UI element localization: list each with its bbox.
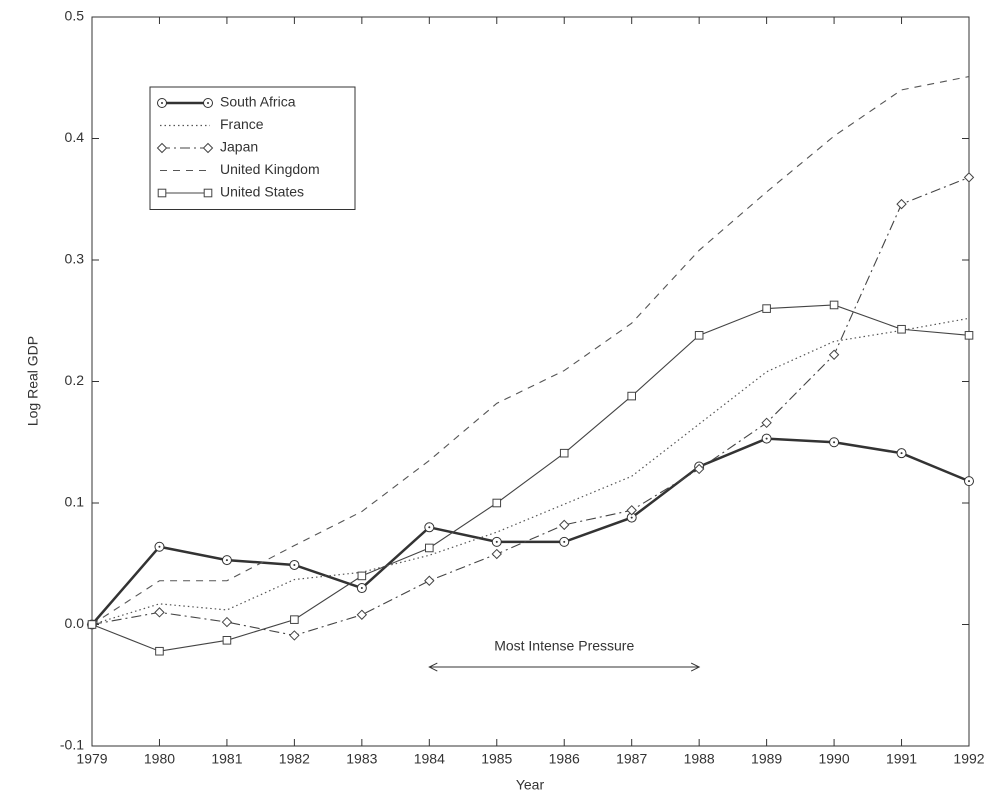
legend-label: France	[220, 116, 264, 132]
y-tick-label: 0.1	[65, 494, 85, 510]
marker	[559, 519, 570, 531]
marker-dot	[765, 437, 768, 440]
legend-label: United States	[220, 184, 304, 200]
marker-dot	[428, 526, 431, 529]
marker-dot	[563, 540, 566, 543]
marker	[896, 198, 907, 210]
x-tick-label: 1989	[751, 751, 782, 767]
marker	[492, 498, 502, 508]
legend-marker	[203, 188, 213, 198]
marker	[626, 505, 637, 516]
marker-dot	[293, 563, 296, 566]
x-tick-label: 1982	[279, 751, 310, 767]
legend-label: United Kingdom	[220, 161, 320, 177]
marker	[964, 331, 974, 340]
y-tick-label: 0.2	[65, 372, 85, 388]
x-tick-label: 1987	[616, 751, 647, 767]
x-tick-label: 1979	[76, 751, 107, 767]
marker	[761, 417, 772, 429]
x-tick-label: 1986	[549, 751, 580, 767]
marker-dot	[495, 540, 498, 543]
legend-label: Japan	[220, 139, 258, 155]
x-tick-label: 1991	[886, 751, 917, 767]
y-tick-label: 0.4	[65, 129, 85, 145]
arrow-head	[428, 662, 438, 672]
marker-dot	[225, 559, 228, 562]
legend-marker	[156, 142, 168, 154]
marker	[828, 349, 840, 360]
series-line	[91, 304, 970, 652]
marker	[356, 609, 368, 620]
marker	[963, 172, 975, 183]
series-line	[91, 437, 970, 626]
y-tick-label: 0.3	[65, 251, 85, 267]
marker-dot	[158, 545, 161, 548]
marker	[829, 300, 839, 310]
annotation-text: Most Intense Pressure	[494, 638, 634, 654]
marker	[627, 391, 636, 401]
x-tick-label: 1984	[414, 751, 445, 767]
marker	[694, 331, 704, 340]
marker	[424, 575, 435, 586]
x-axis-label: Year	[516, 777, 545, 793]
marker-dot	[360, 587, 363, 590]
y-axis-label: Log Real GDP	[25, 336, 41, 426]
arrow-head	[690, 662, 701, 672]
marker-dot	[968, 480, 970, 483]
x-tick-label: 1980	[144, 751, 175, 767]
marker	[897, 324, 906, 334]
legend-marker	[207, 102, 209, 104]
marker-dot	[833, 441, 836, 444]
x-tick-label: 1990	[818, 751, 849, 767]
y-tick-label: 0.0	[65, 615, 85, 631]
marker	[559, 448, 569, 458]
marker	[87, 620, 97, 629]
legend-marker	[157, 188, 167, 198]
marker	[357, 571, 367, 581]
marker	[491, 548, 502, 560]
marker-dot	[630, 516, 633, 519]
marker	[221, 616, 233, 628]
marker	[425, 543, 434, 553]
x-tick-label: 1983	[346, 751, 377, 767]
marker	[155, 646, 164, 656]
marker-dot	[900, 452, 903, 455]
series-line	[91, 176, 970, 637]
series-line	[91, 75, 970, 625]
x-tick-label: 1992	[953, 751, 984, 767]
legend-marker	[161, 102, 163, 104]
marker	[290, 615, 299, 624]
marker	[222, 635, 232, 645]
x-tick-label: 1988	[684, 751, 715, 767]
legend-marker	[202, 142, 214, 154]
y-tick-label: 0.5	[65, 8, 85, 24]
marker	[154, 607, 165, 618]
x-tick-label: 1985	[481, 751, 512, 767]
marker	[693, 463, 705, 475]
series-line	[91, 317, 970, 626]
legend-box	[149, 86, 356, 210]
marker	[762, 304, 771, 313]
x-tick-label: 1981	[211, 751, 242, 767]
marker	[289, 630, 300, 641]
y-tick-label: -0.1	[60, 737, 84, 753]
legend-label: South Africa	[220, 94, 296, 110]
